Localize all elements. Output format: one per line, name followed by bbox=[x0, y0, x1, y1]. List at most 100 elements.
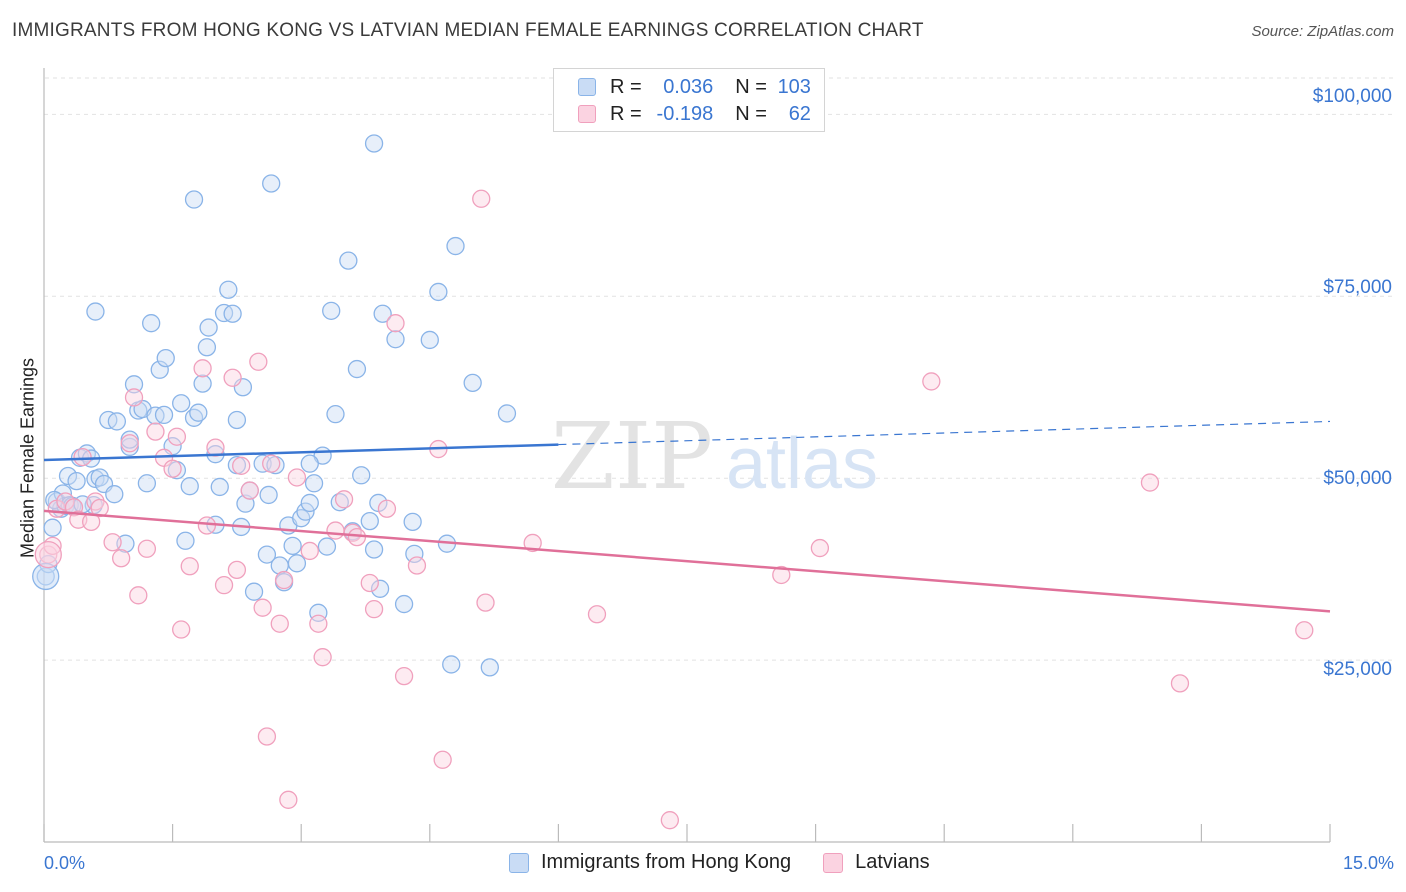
data-point-hong-kong bbox=[150, 360, 169, 379]
data-point-latvians bbox=[206, 438, 225, 457]
data-point-hong-kong bbox=[429, 282, 448, 302]
data-point-hong-kong bbox=[172, 394, 191, 413]
data-point-latvians bbox=[103, 533, 122, 552]
data-point-hong-kong bbox=[86, 302, 105, 321]
data-point-latvians bbox=[309, 614, 328, 633]
data-point-latvians bbox=[300, 541, 319, 561]
data-point-hong-kong bbox=[480, 658, 499, 677]
data-point-hong-kong bbox=[296, 502, 315, 521]
data-point-latvians bbox=[197, 516, 217, 535]
data-point-latvians bbox=[587, 605, 607, 624]
data-point-hong-kong bbox=[339, 251, 358, 270]
data-point-hong-kong bbox=[180, 477, 199, 496]
data-point-hong-kong bbox=[105, 485, 124, 504]
watermark: ZIP atlas bbox=[551, 403, 878, 510]
data-point-hong-kong bbox=[283, 536, 302, 556]
legend-r-value: 0.036 bbox=[663, 75, 714, 98]
trend-line-hong-kong bbox=[43, 443, 559, 462]
data-point-latvians bbox=[377, 499, 397, 518]
trend-line-latvians bbox=[43, 509, 1331, 613]
axes bbox=[43, 68, 1331, 843]
data-point-latvians bbox=[240, 481, 259, 500]
watermark-zip: ZIP bbox=[551, 403, 713, 510]
y-tick-100000: $100,000 bbox=[1312, 86, 1392, 107]
y-tick-25000: $25,000 bbox=[1323, 659, 1392, 680]
data-point-latvians bbox=[270, 614, 289, 633]
trend-lines bbox=[43, 420, 1331, 613]
data-point-latvians bbox=[34, 540, 62, 569]
y-tick-50000: $50,000 bbox=[1323, 468, 1392, 489]
data-point-latvians bbox=[223, 368, 242, 387]
legend-swatch-pink bbox=[578, 105, 596, 123]
legend-row-latvians: R = -0.198 N = 62 bbox=[578, 102, 811, 126]
legend-swatch-blue bbox=[578, 78, 596, 96]
data-point-hong-kong bbox=[373, 304, 392, 323]
data-point-latvians bbox=[326, 521, 345, 540]
data-point-latvians bbox=[249, 352, 268, 371]
data-point-hong-kong bbox=[442, 655, 461, 674]
data-point-latvians bbox=[274, 570, 294, 590]
data-point-hong-kong bbox=[156, 348, 175, 368]
data-point-hong-kong bbox=[463, 373, 482, 393]
trend-line-hong-kong-projection bbox=[558, 420, 1331, 446]
series-legend: Immigrants from Hong Kong Latvians bbox=[509, 851, 930, 874]
data-point-latvians bbox=[232, 456, 251, 475]
data-point-latvians bbox=[394, 666, 414, 686]
data-point-hong-kong bbox=[223, 304, 242, 323]
data-point-hong-kong bbox=[257, 545, 277, 564]
data-point-latvians bbox=[523, 533, 542, 553]
data-point-hong-kong bbox=[58, 466, 78, 486]
data-point-latvians bbox=[193, 359, 212, 378]
data-point-hong-kong bbox=[370, 579, 390, 598]
data-point-hong-kong bbox=[364, 134, 384, 153]
data-point-latvians bbox=[1140, 473, 1160, 492]
data-point-hong-kong bbox=[227, 410, 247, 430]
data-point-latvians bbox=[112, 549, 131, 568]
y-tick-75000: $75,000 bbox=[1323, 277, 1392, 298]
data-point-latvians bbox=[129, 586, 148, 605]
data-point-latvians bbox=[120, 434, 139, 453]
data-point-hong-kong bbox=[244, 582, 264, 601]
data-point-latvians bbox=[167, 427, 187, 446]
gridlines bbox=[44, 77, 1393, 661]
data-point-hong-kong bbox=[287, 554, 307, 573]
data-point-hong-kong bbox=[262, 174, 281, 193]
data-point-hong-kong bbox=[360, 511, 379, 531]
data-point-hong-kong bbox=[322, 301, 341, 320]
legend-label-hong-kong: Immigrants from Hong Kong bbox=[541, 851, 792, 873]
data-point-latvians bbox=[163, 459, 182, 478]
data-point-latvians bbox=[364, 600, 384, 619]
data-point-hong-kong bbox=[352, 466, 371, 485]
data-point-hong-kong bbox=[405, 544, 424, 564]
data-point-hong-kong bbox=[300, 454, 319, 473]
data-point-hong-kong bbox=[154, 405, 174, 425]
legend-swatch-hong-kong bbox=[509, 852, 529, 873]
data-point-hong-kong bbox=[199, 318, 218, 337]
data-point-hong-kong bbox=[219, 280, 238, 299]
data-point-hong-kong bbox=[364, 540, 384, 559]
data-point-latvians bbox=[214, 576, 234, 595]
data-point-hong-kong bbox=[197, 338, 217, 357]
data-point-hong-kong bbox=[446, 236, 465, 256]
data-point-latvians bbox=[73, 447, 92, 467]
stats-legend: R = 0.036 N = 103 R = -0.198 N = 62 bbox=[553, 68, 825, 132]
data-point-hong-kong bbox=[259, 485, 278, 505]
legend-n-value: 62 bbox=[788, 102, 811, 125]
data-point-latvians bbox=[386, 314, 405, 333]
data-point-hong-kong bbox=[497, 404, 517, 423]
data-point-hong-kong bbox=[142, 314, 161, 333]
data-point-hong-kong bbox=[137, 474, 157, 493]
data-point-hong-kong bbox=[386, 330, 405, 349]
legend-r-label: R = bbox=[610, 102, 642, 125]
data-point-latvians bbox=[137, 539, 157, 558]
data-point-latvians bbox=[124, 388, 144, 407]
data-point-hong-kong bbox=[193, 374, 212, 393]
legend-n-value: 103 bbox=[777, 75, 811, 98]
data-point-latvians bbox=[172, 620, 191, 639]
data-point-latvians bbox=[922, 372, 941, 391]
legend-n-label: N = bbox=[735, 102, 767, 125]
data-point-latvians bbox=[334, 490, 354, 509]
data-point-hong-kong bbox=[394, 594, 414, 614]
data-point-hong-kong bbox=[300, 493, 319, 513]
